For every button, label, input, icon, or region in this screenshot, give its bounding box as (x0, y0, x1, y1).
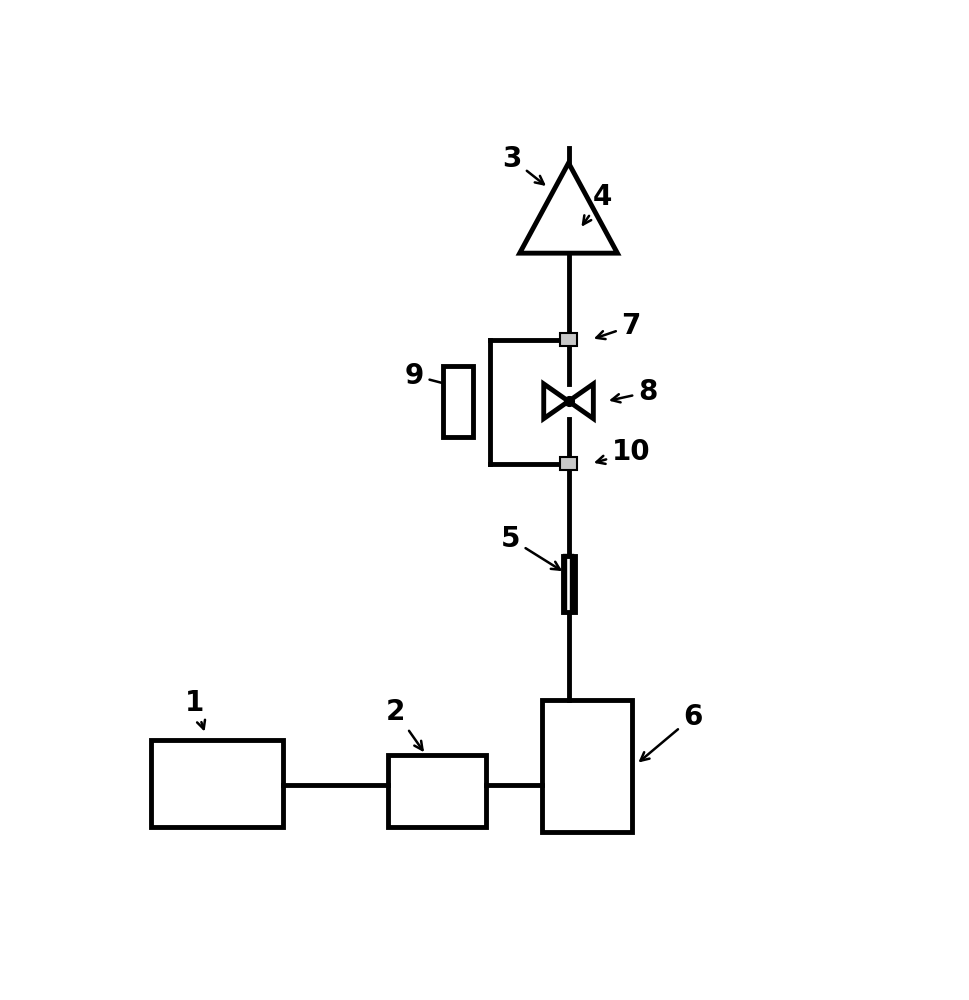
Bar (560, 333, 577, 346)
Bar (560, 457, 577, 470)
Polygon shape (568, 384, 593, 419)
Bar (388, 755, 485, 827)
Polygon shape (544, 384, 568, 419)
Text: 8: 8 (610, 378, 656, 406)
Bar (562, 556, 574, 612)
Text: 10: 10 (596, 438, 649, 466)
Text: 1: 1 (185, 689, 204, 729)
Bar (542, 700, 632, 832)
Bar (443, 366, 473, 437)
Text: 3: 3 (502, 145, 544, 184)
Text: 5: 5 (500, 525, 559, 570)
Text: 7: 7 (596, 312, 640, 340)
Text: 9: 9 (404, 362, 457, 390)
Text: 2: 2 (386, 698, 422, 750)
Bar (151, 740, 283, 827)
Text: 4: 4 (582, 183, 611, 225)
Text: 6: 6 (640, 703, 702, 761)
